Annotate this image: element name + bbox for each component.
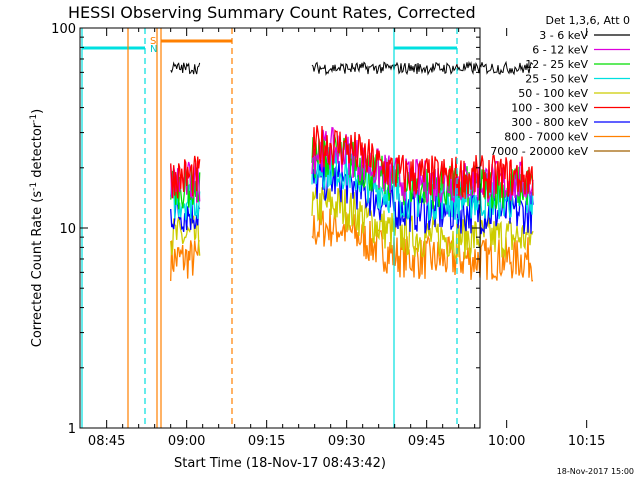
plot-frame: [79, 27, 481, 429]
attenuator-and-saa-overlays: [81, 28, 458, 428]
legend-label: 100 - 300 keV: [511, 102, 588, 115]
y-tick-label: 1: [68, 422, 76, 437]
footer-date: 18-Nov-2017 15:00: [557, 467, 634, 476]
series-traces: [170, 60, 534, 282]
series-line: [170, 60, 534, 76]
x-axis-label: Start Time (18-Nov-17 08:43:42): [174, 456, 386, 471]
series-line: [170, 125, 534, 199]
x-tick-label: 09:00: [168, 434, 205, 449]
legend-label: 50 - 100 keV: [518, 87, 588, 100]
legend-header: Det 1,3,6, Att 0: [546, 14, 630, 27]
x-tick-label: 09:30: [328, 434, 365, 449]
y-tick-label: 10: [59, 222, 76, 237]
x-tick-label: 09:45: [408, 434, 445, 449]
x-tick-label: 10:15: [568, 434, 605, 449]
legend-label: 300 - 800 keV: [511, 116, 588, 129]
x-tick-label: 09:15: [248, 434, 285, 449]
saa-marker: S: [150, 36, 156, 47]
y-tick-label: 100: [51, 22, 76, 37]
legend-label: 6 - 12 keV: [532, 44, 588, 57]
x-axis: 08:45 09:00 09:15 09:30 09:45 10:00 10:15: [88, 28, 605, 449]
legend-label: 800 - 7000 keV: [504, 131, 588, 144]
y-axis: 1 10 100: [51, 22, 480, 437]
y-axis-label: Corrected Count Rate (s-1 detector-1): [29, 109, 45, 347]
chart-title: HESSI Observing Summary Count Rates, Cor…: [68, 3, 476, 22]
legend-label: 7000 - 20000 keV: [490, 145, 588, 158]
x-tick-label: 10:00: [488, 434, 525, 449]
legend-label: 12 - 25 keV: [525, 58, 588, 71]
x-tick-label: 08:45: [88, 434, 125, 449]
night-marker: N: [150, 44, 157, 55]
legend-label: 3 - 6 keV: [539, 29, 588, 42]
legend-label: 25 - 50 keV: [525, 73, 588, 86]
